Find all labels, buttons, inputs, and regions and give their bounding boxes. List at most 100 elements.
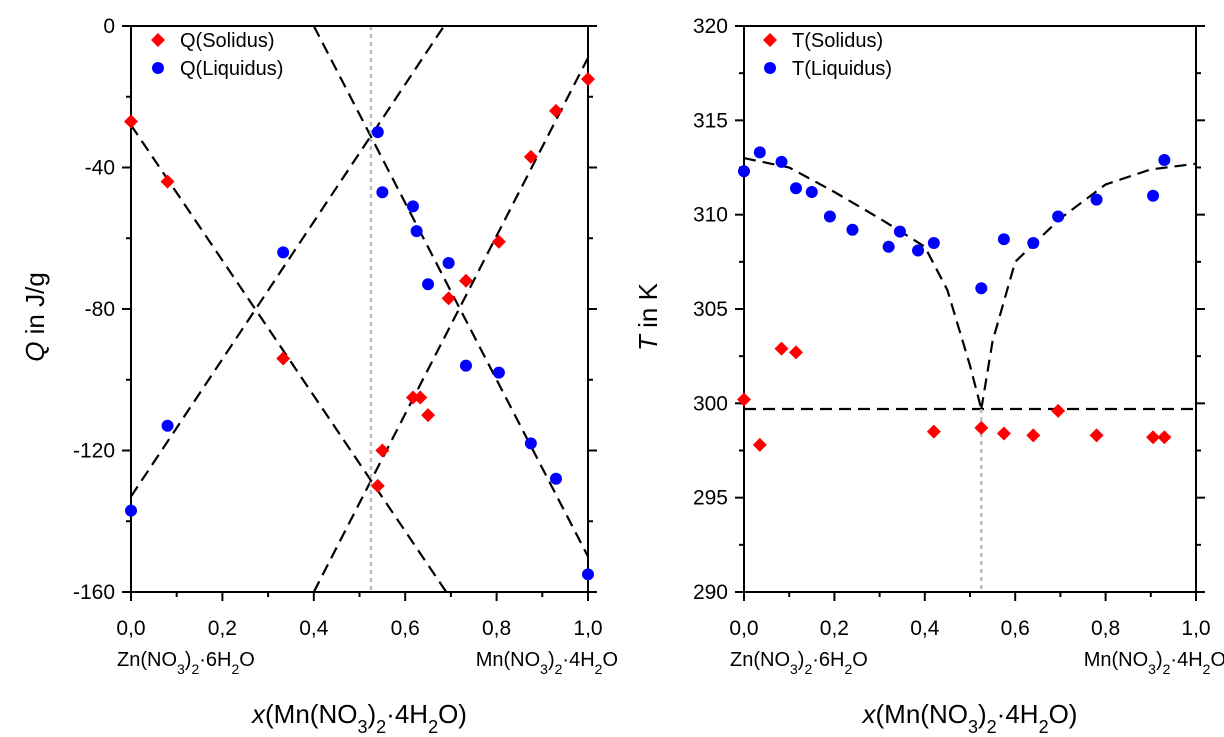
legend-marker-solidus bbox=[151, 33, 165, 47]
y-tick-label: 320 bbox=[693, 15, 728, 38]
legend-marker-liquidus bbox=[152, 62, 164, 74]
reference-lines bbox=[131, 26, 588, 592]
end-label-zn-nitrate: Zn(NO3)2·6H2O bbox=[730, 649, 868, 677]
legend-entry-label: Q(Solidus) bbox=[180, 30, 274, 52]
liquidus-point bbox=[789, 182, 802, 195]
liquidus-point bbox=[371, 126, 384, 139]
solidus-point bbox=[549, 103, 564, 118]
x-tick-label: 0,8 bbox=[1091, 617, 1120, 640]
liquidus-point bbox=[1027, 236, 1040, 249]
liquidus-point bbox=[1052, 210, 1065, 223]
y-tick-label: -120 bbox=[73, 440, 115, 463]
y-tick-label: 315 bbox=[693, 109, 728, 132]
solidus-point bbox=[375, 443, 390, 458]
solidus-point bbox=[413, 390, 428, 405]
solidus-point bbox=[996, 426, 1011, 441]
y-tick-label: -160 bbox=[73, 581, 115, 604]
liquidus-point bbox=[459, 359, 472, 372]
series-t-liquidus- bbox=[738, 146, 1171, 295]
liquidus-point bbox=[927, 236, 940, 249]
solidus-point bbox=[370, 478, 385, 493]
liquidus-point bbox=[975, 282, 988, 295]
y-tick-label: -40 bbox=[85, 157, 115, 180]
liquidus-point bbox=[161, 419, 174, 432]
solidus-point bbox=[276, 351, 291, 366]
reference-lines bbox=[744, 157, 1196, 592]
liquidus-point bbox=[524, 437, 537, 450]
x-tick-label: 0,0 bbox=[729, 617, 758, 640]
solidus-point bbox=[737, 392, 751, 407]
x-tick-label: 0,0 bbox=[116, 617, 145, 640]
liquidus-point bbox=[738, 165, 750, 178]
solidus-point bbox=[523, 149, 538, 164]
liquidus-point bbox=[823, 210, 836, 223]
y-axis-label: Q in J/g bbox=[20, 272, 50, 362]
plot-frame bbox=[130, 25, 589, 593]
solidus-point bbox=[441, 291, 456, 306]
liquidus-point bbox=[422, 278, 435, 291]
x-tick-label: 0,4 bbox=[299, 617, 329, 640]
x-tick-label: 0,6 bbox=[1001, 617, 1030, 640]
solidus-point bbox=[752, 437, 767, 452]
liquidus-point bbox=[582, 568, 594, 581]
solidus-point bbox=[581, 72, 595, 87]
x-tick-label: 0,8 bbox=[482, 617, 511, 640]
solidus-point bbox=[1026, 428, 1041, 443]
x-tick-label: 1,0 bbox=[573, 617, 602, 640]
solidus-point bbox=[160, 174, 175, 189]
liquidus-point bbox=[893, 225, 906, 238]
liquidus-point bbox=[805, 186, 818, 199]
fit-line-1 bbox=[980, 162, 1196, 410]
solidus-point bbox=[405, 390, 420, 405]
liquidus-point bbox=[550, 472, 563, 485]
solidus-point bbox=[458, 273, 473, 288]
liquidus-point bbox=[912, 244, 925, 257]
solidus-point bbox=[1146, 430, 1161, 445]
liquidus-point bbox=[1090, 193, 1103, 206]
legend-marker-solidus bbox=[763, 33, 777, 47]
t-panel: 0,0 0,2 0,4 0,6 0,8 1,0 320 315 310 305 300 295 290 Z… bbox=[633, 15, 1224, 737]
fit-line-0 bbox=[744, 157, 983, 410]
solidus-point bbox=[926, 424, 941, 439]
end-label-mn-nitrate: Mn(NO3)2·4H2O bbox=[476, 649, 618, 677]
fit-line-2 bbox=[312, 57, 588, 592]
end-label-zn-nitrate: Zn(NO3)2·6H2O bbox=[117, 649, 255, 677]
y-tick-label: 290 bbox=[693, 581, 728, 604]
liquidus-point bbox=[775, 155, 788, 168]
solidus-point bbox=[124, 114, 138, 129]
plot-frame bbox=[743, 25, 1197, 593]
solidus-point bbox=[1157, 430, 1172, 445]
solidus-point bbox=[974, 420, 989, 435]
y-tick-label: 305 bbox=[693, 298, 728, 321]
liquidus-point bbox=[406, 200, 419, 213]
x-tick-label: 1,0 bbox=[1181, 617, 1210, 640]
series-q-solidus- bbox=[124, 72, 595, 493]
liquidus-point bbox=[492, 366, 505, 379]
solidus-point bbox=[788, 345, 803, 360]
liquidus-point bbox=[1147, 189, 1160, 202]
liquidus-point bbox=[753, 146, 766, 159]
y-tick-label: 295 bbox=[693, 487, 728, 510]
y-tick-label: 310 bbox=[693, 204, 728, 227]
legend-entry-label: T(Liquidus) bbox=[792, 58, 892, 80]
liquidus-point bbox=[1158, 153, 1171, 166]
end-label-mn-nitrate: Mn(NO3)2·4H2O bbox=[1084, 649, 1224, 677]
legend-entry-label: Q(Liquidus) bbox=[180, 58, 283, 80]
y-axis-label: T in K bbox=[633, 282, 663, 351]
liquidus-point bbox=[442, 257, 455, 270]
fit-line-3 bbox=[312, 26, 588, 558]
liquidus-point bbox=[846, 223, 859, 236]
y-tick-label: 0 bbox=[103, 15, 115, 38]
legend-entry-label: T(Solidus) bbox=[792, 30, 883, 52]
series-q-liquidus- bbox=[125, 126, 594, 581]
series-t-solidus- bbox=[737, 341, 1172, 452]
solidus-point bbox=[421, 408, 436, 423]
legend-marker-liquidus bbox=[764, 62, 776, 74]
liquidus-point bbox=[277, 246, 290, 259]
liquidus-point bbox=[125, 504, 137, 517]
legend: T(Solidus) T(Liquidus) bbox=[763, 30, 892, 80]
liquidus-point bbox=[997, 233, 1010, 246]
solidus-point bbox=[1089, 428, 1104, 443]
x-tick-label: 0,2 bbox=[208, 617, 237, 640]
